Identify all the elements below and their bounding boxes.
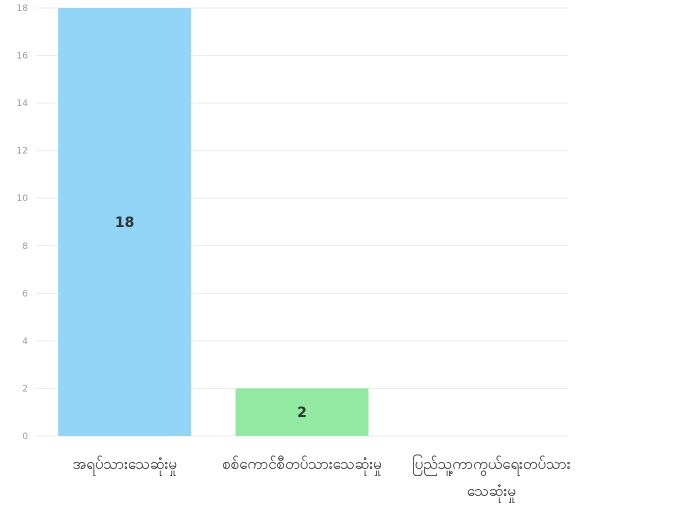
y-tick-label: 14 — [17, 99, 29, 109]
x-axis-ticks: အရပ်သားသေဆုံးမှု စစ်ကောင်စီတပ်သားသေဆုံးမှ… — [72, 454, 570, 503]
bar — [235, 388, 369, 436]
y-tick-label: 4 — [22, 337, 28, 347]
y-tick-label: 0 — [22, 432, 28, 442]
x-tick-label: စစ်ကောင်စီတပ်သားသေဆုံးမှု — [222, 455, 381, 476]
y-tick-label: 10 — [17, 194, 29, 204]
y-tick-label: 12 — [17, 147, 28, 157]
bar — [58, 8, 192, 436]
data-label: 18 — [115, 215, 134, 231]
y-tick-label: 18 — [17, 4, 29, 14]
x-tick-label: အရပ်သားသေဆုံးမှု — [72, 455, 176, 476]
y-tick-label: 2 — [22, 384, 28, 394]
y-axis-ticks: 0 2 4 6 8 10 12 14 16 18 — [17, 4, 29, 442]
x-tick-label: ပြည်သူ့ကာကွယ်ရေးတပ်သားသေဆုံးမှု — [412, 454, 571, 503]
data-label: 2 — [297, 405, 307, 421]
bars — [58, 8, 369, 436]
y-tick-label: 16 — [17, 52, 29, 62]
y-tick-label: 8 — [22, 242, 28, 252]
data-labels: 18 2 — [115, 215, 307, 421]
y-tick-label: 6 — [22, 289, 28, 299]
